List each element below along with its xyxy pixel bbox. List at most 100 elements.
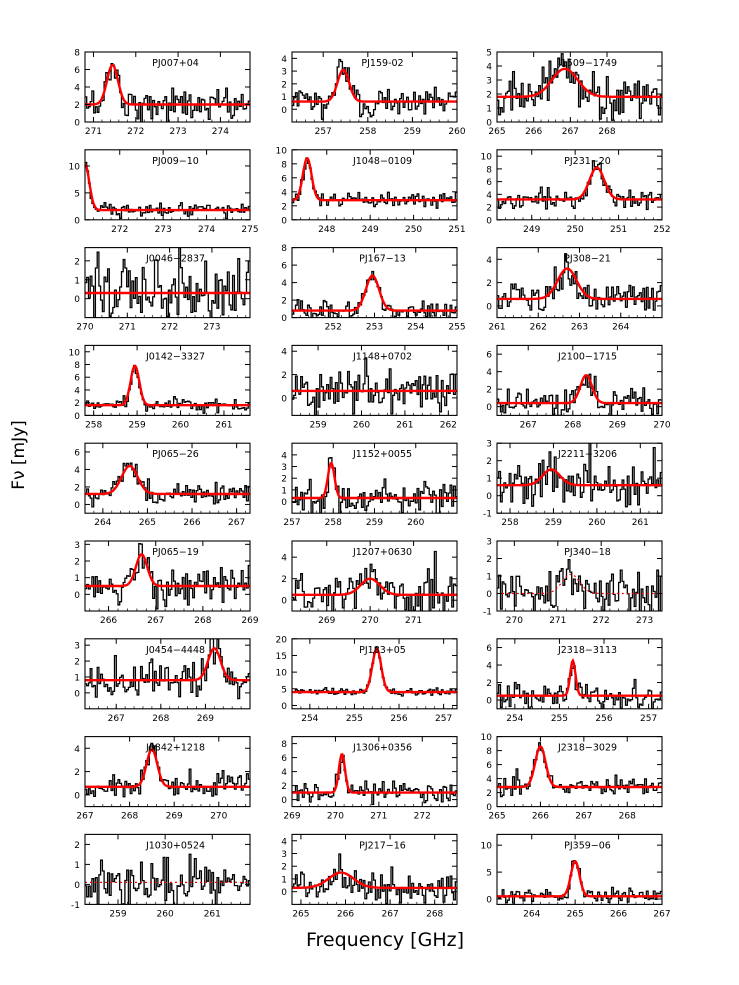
x-tick-label: 269 bbox=[241, 616, 258, 626]
y-tick-label: 3 bbox=[74, 541, 80, 551]
y-tick-label: 2 bbox=[486, 679, 492, 689]
panel-frame bbox=[84, 247, 251, 319]
gaussian-fit-line bbox=[292, 871, 457, 890]
x-tick-label: 267 bbox=[382, 909, 399, 919]
y-tick-label: 2 bbox=[74, 558, 80, 568]
x-tick-label: 261 bbox=[215, 420, 232, 430]
y-tick-label: 4 bbox=[486, 662, 492, 672]
y-tick-label: 6 bbox=[281, 174, 287, 184]
x-tick-label: 258 bbox=[325, 518, 342, 528]
spectrum-panel: 265 266 267 268 0 2 4 6 8 10 J2318−3029 bbox=[481, 733, 663, 822]
y-tick-label: 10 bbox=[276, 669, 288, 679]
spectrum-panel: 267 268 269 270 0 2 4 6 J2100−1715 bbox=[486, 344, 671, 430]
spectrum-data-line bbox=[497, 373, 662, 416]
x-tick-label: 260 bbox=[353, 420, 370, 430]
x-tick-label: 273 bbox=[155, 225, 172, 235]
panel-title: PJ308−21 bbox=[564, 254, 611, 265]
x-tick-label: 258 bbox=[85, 420, 102, 430]
spectrum-panel: 257 258 259 260 0 12 3 4 J1152+0055 bbox=[281, 442, 458, 528]
gaussian-fit-line bbox=[292, 462, 457, 500]
x-tick-label: 265 bbox=[139, 518, 156, 528]
y-tick-label: 8 bbox=[486, 165, 492, 175]
gaussian-fit-line bbox=[85, 163, 250, 212]
x-tick-label: 271 bbox=[119, 323, 136, 333]
x-tick-label: 267 bbox=[653, 909, 670, 919]
x-tick-label: 267 bbox=[575, 812, 592, 822]
gaussian-fit-line bbox=[497, 468, 662, 487]
panel-title: J1207+0630 bbox=[352, 547, 412, 558]
x-tick-label: 268 bbox=[152, 714, 169, 724]
panel-frame bbox=[496, 833, 663, 905]
y-tick-label: 3 bbox=[281, 850, 287, 860]
panel-frame bbox=[84, 833, 251, 905]
spectrum-panel: 267 268 269 0 1 2 3 J0454−4448 bbox=[74, 638, 251, 724]
y-tick-label: 2 bbox=[281, 297, 287, 307]
y-tick-label: 1 bbox=[74, 574, 80, 584]
y-tick-label: 15 bbox=[276, 652, 287, 662]
x-tick-label: 267 bbox=[76, 812, 93, 822]
x-tick-label: 265 bbox=[292, 909, 309, 919]
y-tick-label: 8 bbox=[74, 49, 80, 59]
gaussian-fit-line bbox=[85, 464, 250, 496]
panel-title: J1030+0524 bbox=[145, 840, 205, 851]
x-tick-label: 273 bbox=[636, 616, 653, 626]
spectrum-panel: 264 265 266 267 0 5 10 PJ359−06 bbox=[481, 833, 671, 919]
gaussian-fit-line bbox=[85, 63, 250, 106]
x-tick-label: 267 bbox=[520, 420, 537, 430]
spectrum-data-line bbox=[292, 270, 457, 318]
panel-frame bbox=[496, 149, 663, 221]
x-tick-label: 275 bbox=[241, 225, 258, 235]
y-tick-label: 6 bbox=[486, 644, 492, 654]
panel-title: PJ159-02 bbox=[361, 58, 403, 69]
spectrum-panel: 269 270 271 0 2 4 J1207+0630 bbox=[281, 540, 458, 626]
y-tick-label: 3 bbox=[486, 440, 492, 450]
gaussian-fit-line bbox=[497, 267, 662, 301]
x-tick-label: 269 bbox=[166, 812, 183, 822]
y-tick-label: 0 bbox=[74, 119, 80, 129]
y-tick-label: 2 bbox=[486, 789, 492, 799]
x-tick-label: 260 bbox=[157, 909, 174, 919]
y-tick-label: 6 bbox=[74, 66, 80, 76]
spectrum-panel: 265 266 267 268 0 1 2 3 4 PJ217−16 bbox=[281, 833, 458, 919]
y-tick-label: 4 bbox=[74, 84, 80, 94]
y-tick-label: 5 bbox=[486, 869, 492, 879]
y-tick-label: 6 bbox=[74, 448, 80, 458]
x-tick-label: 262 bbox=[530, 323, 547, 333]
panel-title: PJ217−16 bbox=[359, 840, 406, 851]
x-tick-label: 270 bbox=[210, 812, 227, 822]
y-tick-label: 3 bbox=[281, 68, 287, 78]
y-tick-label: 2 bbox=[74, 101, 80, 111]
y-tick-label: 8 bbox=[281, 160, 287, 170]
x-tick-label: 258 bbox=[501, 518, 518, 528]
x-tick-label: 255 bbox=[346, 714, 363, 724]
gaussian-fit-line bbox=[497, 166, 662, 201]
x-tick-label: 250 bbox=[405, 225, 422, 235]
y-tick-label: 6 bbox=[486, 351, 492, 361]
panel-frame bbox=[84, 442, 251, 514]
x-tick-label: 258 bbox=[359, 127, 376, 137]
y-tick-label: 3 bbox=[74, 642, 80, 652]
x-tick-label: 257 bbox=[435, 714, 452, 724]
y-tick-label: 2 bbox=[281, 80, 287, 90]
y-tick-label: -1 bbox=[483, 510, 492, 520]
panel-frame bbox=[291, 149, 458, 221]
x-tick-label: 270 bbox=[362, 616, 379, 626]
spectrum-panel: 259 260 261 -1 0 1 2 J1030+0524 bbox=[71, 833, 251, 919]
y-tick-label: 4 bbox=[281, 554, 287, 564]
panel-title: J1048−0109 bbox=[352, 156, 412, 167]
x-tick-label: 273 bbox=[203, 323, 220, 333]
spectrum-data-line bbox=[292, 550, 457, 611]
y-tick-label: 8 bbox=[74, 361, 80, 371]
x-tick-label: 266 bbox=[337, 909, 354, 919]
x-tick-label: 268 bbox=[121, 812, 138, 822]
x-tick-label: 271 bbox=[405, 616, 422, 626]
x-tick-label: 263 bbox=[571, 323, 588, 333]
x-tick-label: 265 bbox=[488, 812, 505, 822]
y-tick-label: 1 bbox=[74, 861, 80, 871]
panel-frame bbox=[496, 51, 663, 123]
y-tick-label: 2 bbox=[281, 475, 287, 485]
spectrum-panel: 264 265 266 267 0 2 4 6 PJ065−26 bbox=[74, 442, 251, 528]
y-tick-label: 0 bbox=[486, 590, 492, 600]
x-tick-label: 253 bbox=[366, 323, 383, 333]
spectrum-data-line bbox=[497, 558, 662, 611]
